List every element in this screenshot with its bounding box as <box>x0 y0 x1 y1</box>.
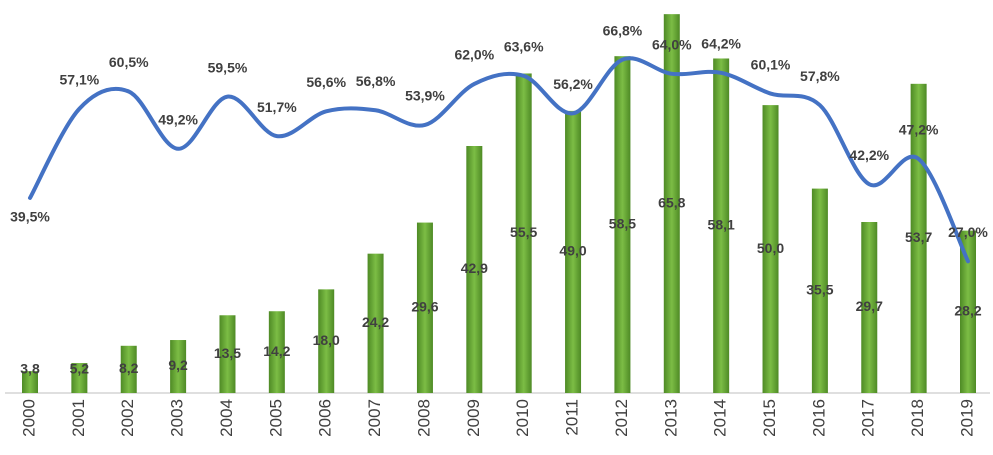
bar <box>170 340 187 393</box>
bar <box>268 311 285 393</box>
x-tick-label: 2003 <box>168 399 187 437</box>
line <box>28 56 970 264</box>
line-value-label: 56,8% <box>356 73 396 89</box>
x-tick-label: 2014 <box>711 399 730 437</box>
line-value-label: 64,2% <box>701 35 741 51</box>
x-tick-label: 2005 <box>266 399 285 437</box>
bar <box>762 105 779 393</box>
line-value-label: 42,2% <box>849 147 889 163</box>
x-tick-label: 2009 <box>464 399 483 437</box>
x-tick-label: 2002 <box>118 399 137 437</box>
x-tick-label: 2007 <box>365 399 384 437</box>
bar <box>22 371 38 393</box>
bar <box>466 146 483 393</box>
bar-value-label: 29,6 <box>411 298 438 314</box>
bar-value-label: 3,8 <box>20 361 40 377</box>
bar-value-label: 49,0 <box>559 243 586 259</box>
line-value-label: 53,9% <box>405 88 445 104</box>
line-value-label: 51,7% <box>257 99 297 115</box>
x-tick-label: 2018 <box>908 399 927 437</box>
x-tick-label: 2015 <box>760 399 779 437</box>
line-value-label: 64,0% <box>652 37 692 53</box>
bar <box>861 222 878 393</box>
bar-value-label: 29,7 <box>856 298 883 314</box>
bar <box>663 14 680 393</box>
bar <box>71 363 88 393</box>
line-value-label: 47,2% <box>899 122 939 138</box>
bar <box>367 253 384 393</box>
x-tick-label: 2010 <box>513 399 532 437</box>
line-value-label: 57,1% <box>60 71 100 87</box>
bar-value-label: 58,1 <box>708 216 735 232</box>
bar-value-label: 65,8 <box>658 194 685 210</box>
bar <box>713 58 730 393</box>
bar-value-label: 35,5 <box>806 282 833 298</box>
bar <box>318 289 335 393</box>
bar-value-label: 18,0 <box>313 332 340 348</box>
line-value-label: 60,5% <box>109 54 149 70</box>
bar <box>811 188 828 393</box>
bar-value-label: 53,7 <box>905 229 932 245</box>
line-value-label: 66,8% <box>603 22 643 38</box>
bar <box>614 56 631 393</box>
x-tick-label: 2008 <box>414 399 433 437</box>
x-tick-label: 2016 <box>809 399 828 437</box>
line-value-label: 56,6% <box>306 74 346 90</box>
bar-value-label: 13,5 <box>214 345 241 361</box>
bar <box>416 222 433 393</box>
x-tick-label: 2017 <box>859 399 878 437</box>
line-value-label: 57,8% <box>800 68 840 84</box>
x-tick-label: 2000 <box>19 399 38 437</box>
bar-value-label: 5,2 <box>70 361 90 377</box>
x-tick-label: 2006 <box>316 399 335 437</box>
x-tick-label: 2004 <box>217 399 236 437</box>
line-value-label: 39,5% <box>10 209 50 225</box>
bar-value-label: 58,5 <box>609 215 636 231</box>
bar <box>565 110 582 393</box>
line-value-label: 60,1% <box>751 56 791 72</box>
line-value-label: 63,6% <box>504 39 544 55</box>
bar <box>960 230 976 393</box>
bar <box>515 73 532 394</box>
x-tick-label: 2011 <box>563 399 582 436</box>
bar-value-label: 50,0 <box>757 240 784 256</box>
bar-value-label: 9,2 <box>168 357 188 373</box>
bar-value-label: 8,2 <box>119 360 139 376</box>
line-value-label: 49,2% <box>158 111 198 127</box>
x-tick-label: 2019 <box>957 399 976 437</box>
line-value-label: 27,0% <box>948 224 988 240</box>
bar-value-label: 42,9 <box>461 260 488 276</box>
bar-value-label: 14,2 <box>263 343 290 359</box>
bar-value-label: 24,2 <box>362 314 389 330</box>
x-tick-label: 2001 <box>69 399 88 437</box>
x-tick-label: 2013 <box>661 399 680 437</box>
line-value-label: 56,2% <box>553 76 593 92</box>
bar <box>120 345 137 393</box>
line-value-label: 62,0% <box>454 47 494 63</box>
line-value-label: 59,5% <box>208 59 248 75</box>
bar <box>219 315 236 393</box>
bar-value-label: 28,2 <box>954 303 981 319</box>
bar-value-label: 55,5 <box>510 224 537 240</box>
x-tick-label: 2012 <box>612 399 631 437</box>
